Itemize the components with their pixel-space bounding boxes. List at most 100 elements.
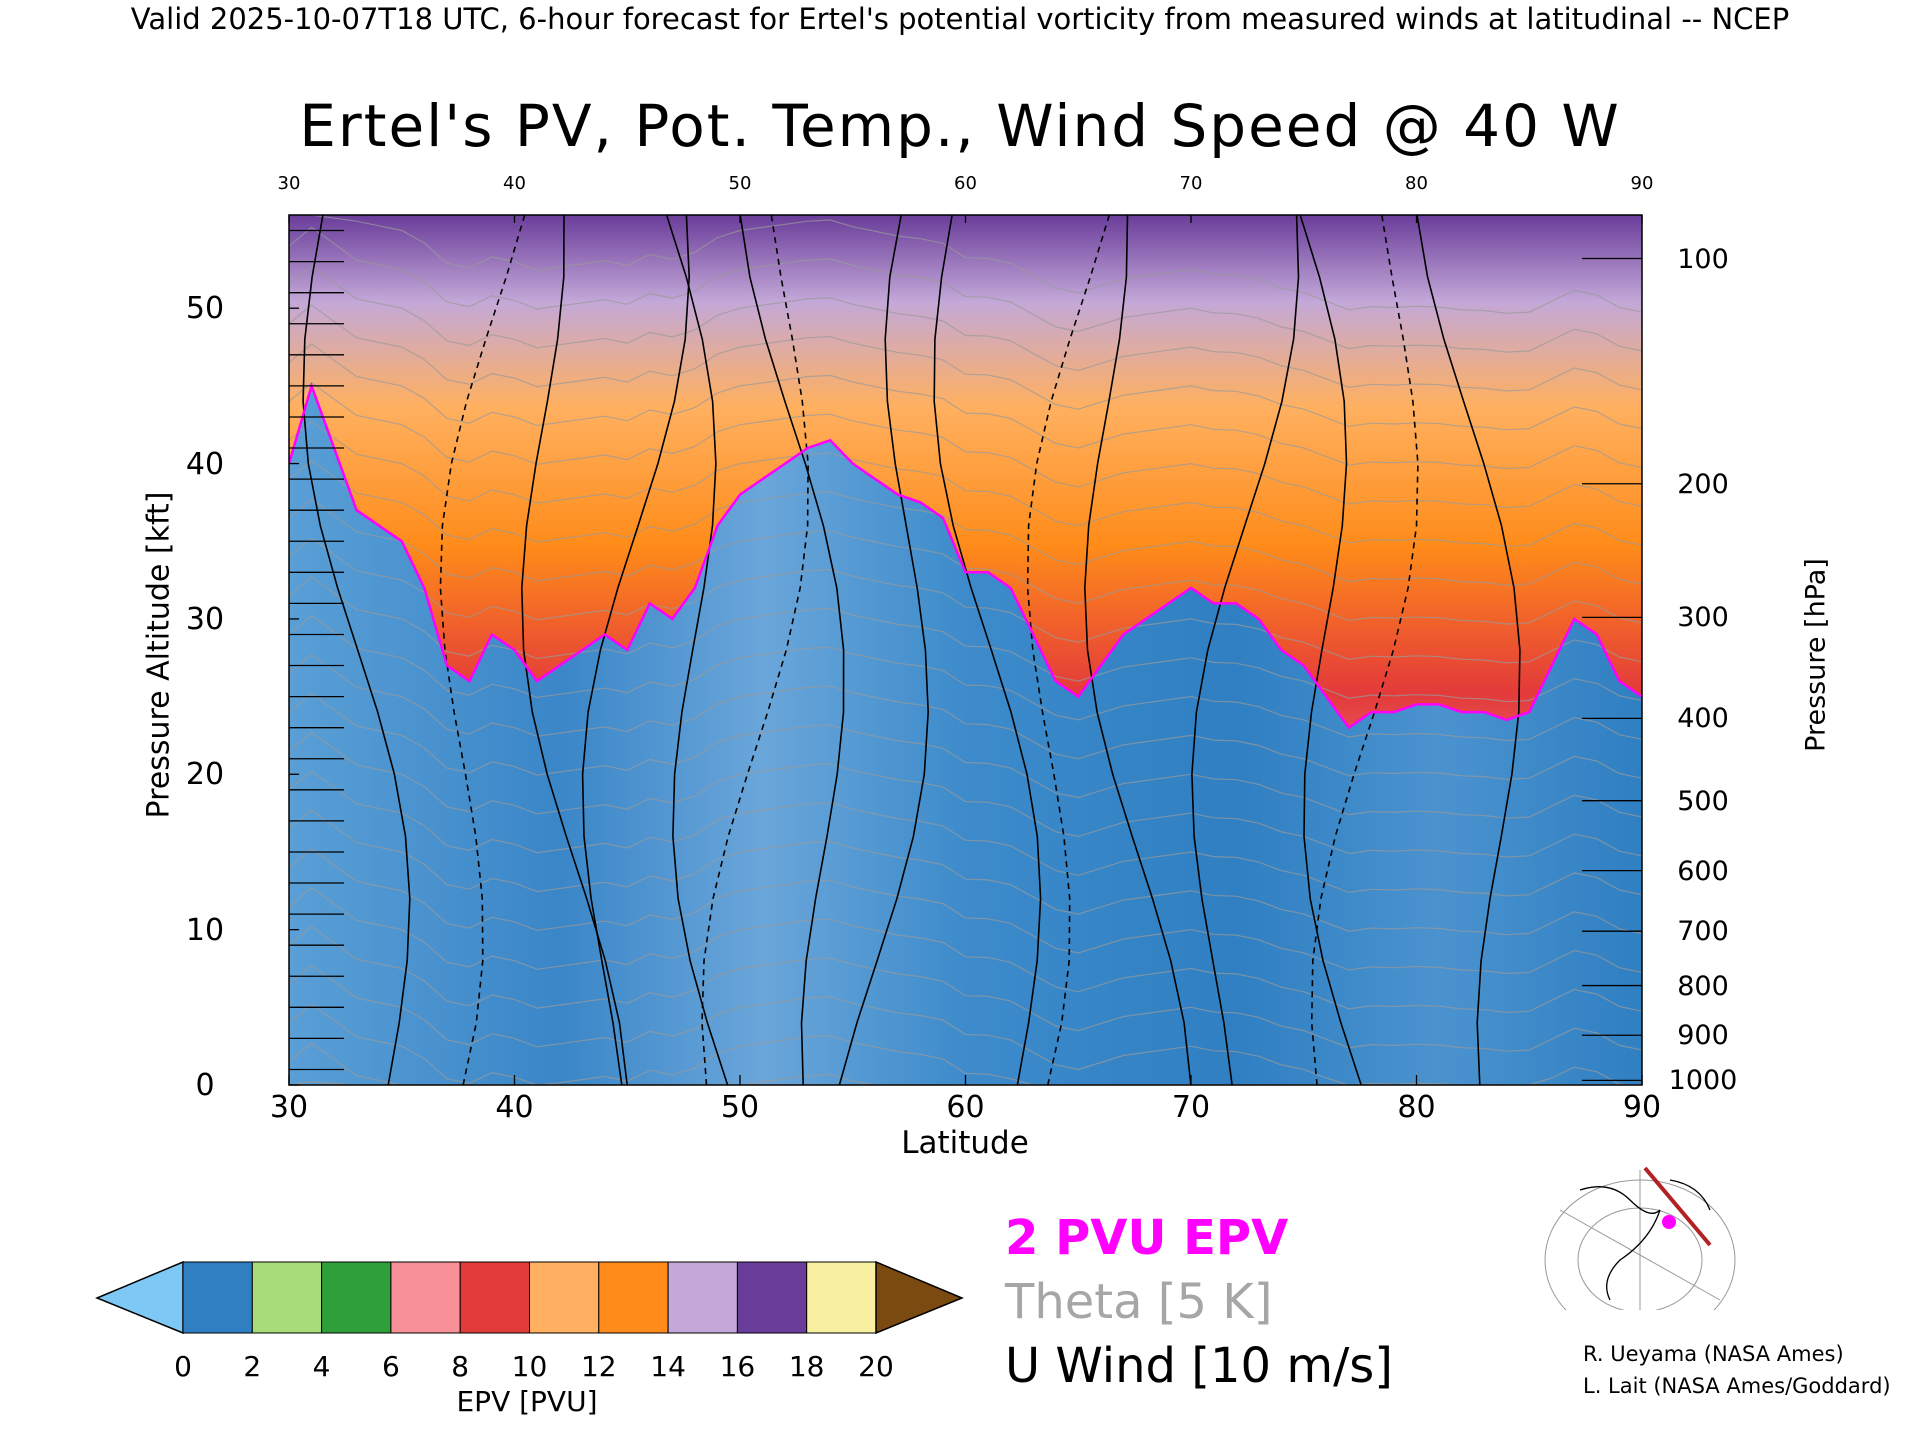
y-tick-label: 40 [185,446,225,482]
pressure-tick-label: 300 [1677,602,1729,634]
theta-contour [289,420,1642,547]
credit-line: L. Lait (NASA Ames/Goddard) [1583,1374,1891,1398]
colorbar-tick-label: 8 [451,1350,470,1383]
colorbar-under-arrow [95,1260,184,1335]
pressure-tick-label: 1000 [1668,1065,1738,1097]
colorbar-segment [182,1261,253,1334]
u-wind-contour [1191,215,1300,1085]
colorbar-tick-label: 16 [719,1350,756,1383]
u-wind-contour [439,215,526,1085]
legend-theta: Theta [5 K] [1005,1274,1273,1330]
theta-contour [289,809,1642,936]
u-wind-contour [701,215,809,1085]
theta-contour [289,265,1642,392]
pressure-tick-label: 700 [1677,916,1729,948]
colorbar-segment [459,1261,531,1334]
colorbar-tick-label: 2 [243,1350,262,1383]
u-wind-contour [1026,215,1111,1085]
x-tick-label: 40 [495,1090,534,1125]
colorbar-tick-label: 0 [174,1350,192,1383]
theta-contour [289,964,1642,1085]
colorbar-tick-label: 14 [650,1350,686,1383]
colorbar-tick-label: 10 [511,1350,548,1383]
u-wind-contour [838,215,930,1085]
colorbar-tick-label: 6 [381,1350,400,1383]
u-wind-contours [302,215,1521,1085]
theta-contour [289,770,1642,897]
theta-contour [289,615,1642,742]
theta-contour [289,537,1642,664]
theta-contour [289,215,1642,314]
legend-pv2: 2 PVU EPV [1005,1210,1289,1266]
x-top-tick-label: 60 [954,173,977,194]
legend-u-wind: U Wind [10 m/s] [1005,1338,1394,1394]
y-tick-label: 0 [195,1068,215,1103]
theta-contour [289,343,1642,470]
theta-contours [289,215,1642,1085]
x-tick-label: 60 [946,1090,985,1125]
y-tick-label: 50 [185,291,225,327]
credits: R. Ueyama (NASA Ames) L. Lait (NASA Ames… [1583,1338,1891,1402]
theta-contour [289,925,1642,1052]
u-wind-contour [933,215,1042,1085]
forecast-banner: Valid 2025-10-07T18 UTC, 6-hour forecast… [130,2,1790,36]
x-top-tick-label: 50 [728,173,752,194]
y-axis-label: Pressure Altitude [kft] [141,491,177,819]
u-wind-contour [1083,215,1192,1085]
u-wind-contour [1310,215,1419,1085]
x-tick-label: 90 [1622,1090,1662,1125]
u-wind-contour [302,215,411,1085]
pv2-tropopause-line [289,381,1642,730]
colorbar-label: EPV [PVU] [456,1385,598,1418]
legend: 2 PVU EPV Theta [5 K] U Wind [10 m/s] [1005,1210,1393,1402]
y-tick-label: 10 [185,912,225,948]
colorbar-over-arrow [875,1260,964,1335]
theta-contour [289,576,1642,703]
theta-contour [289,731,1642,858]
pressure-tick-label: 800 [1677,970,1729,1002]
theta-contour [289,848,1642,975]
x-top-tick-label: 80 [1405,173,1428,194]
u-wind-contour [581,215,691,1085]
x-tick-label: 50 [720,1090,760,1125]
theta-contour [289,304,1642,431]
theta-contour [289,226,1642,353]
colorbar-segment [529,1261,600,1334]
colorbar-tick-label: 20 [858,1350,894,1383]
colorbar-tick-label: 4 [312,1350,331,1383]
x-tick-label: 70 [1171,1090,1211,1125]
theta-contour [289,692,1642,819]
u-wind-contour [520,215,628,1085]
colorbar-segment [598,1261,669,1334]
u-wind-contour [739,215,845,1085]
y-tick-label: 30 [185,601,225,637]
colorbar-tick-label: 12 [580,1350,617,1383]
pressure-tick-label: 500 [1677,785,1729,817]
colorbar-segment [667,1261,738,1334]
x-top-tick-label: 30 [277,173,301,194]
colorbar-segment [736,1261,808,1334]
theta-contour [289,382,1642,509]
location-map-icon [1544,1166,1736,1310]
colorbar-segment [251,1261,323,1334]
pressure-tick-label: 600 [1677,855,1729,887]
x-top-tick-label: 90 [1630,173,1654,194]
x-tick-label: 30 [269,1090,309,1125]
chart-title: Ertel's PV, Pot. Temp., Wind Speed @ 40 … [299,92,1621,160]
x-tick-label: 80 [1397,1090,1436,1125]
colorbar-segment [321,1261,392,1334]
theta-contour [289,459,1642,586]
x-top-tick-label: 70 [1179,173,1203,194]
u-wind-contour [1416,215,1521,1085]
theta-contour [289,653,1642,780]
pressure-tick-label: 900 [1677,1020,1729,1052]
u-wind-contour [1299,215,1362,1085]
theta-contour [289,498,1642,625]
x-axis-label: Latitude [901,1125,1029,1161]
theta-contour [289,886,1642,1014]
y-tick-label: 20 [185,757,225,793]
colorbar-segment [390,1261,461,1334]
theta-contour [289,1003,1642,1085]
pressure-tick-label: 200 [1677,468,1729,500]
